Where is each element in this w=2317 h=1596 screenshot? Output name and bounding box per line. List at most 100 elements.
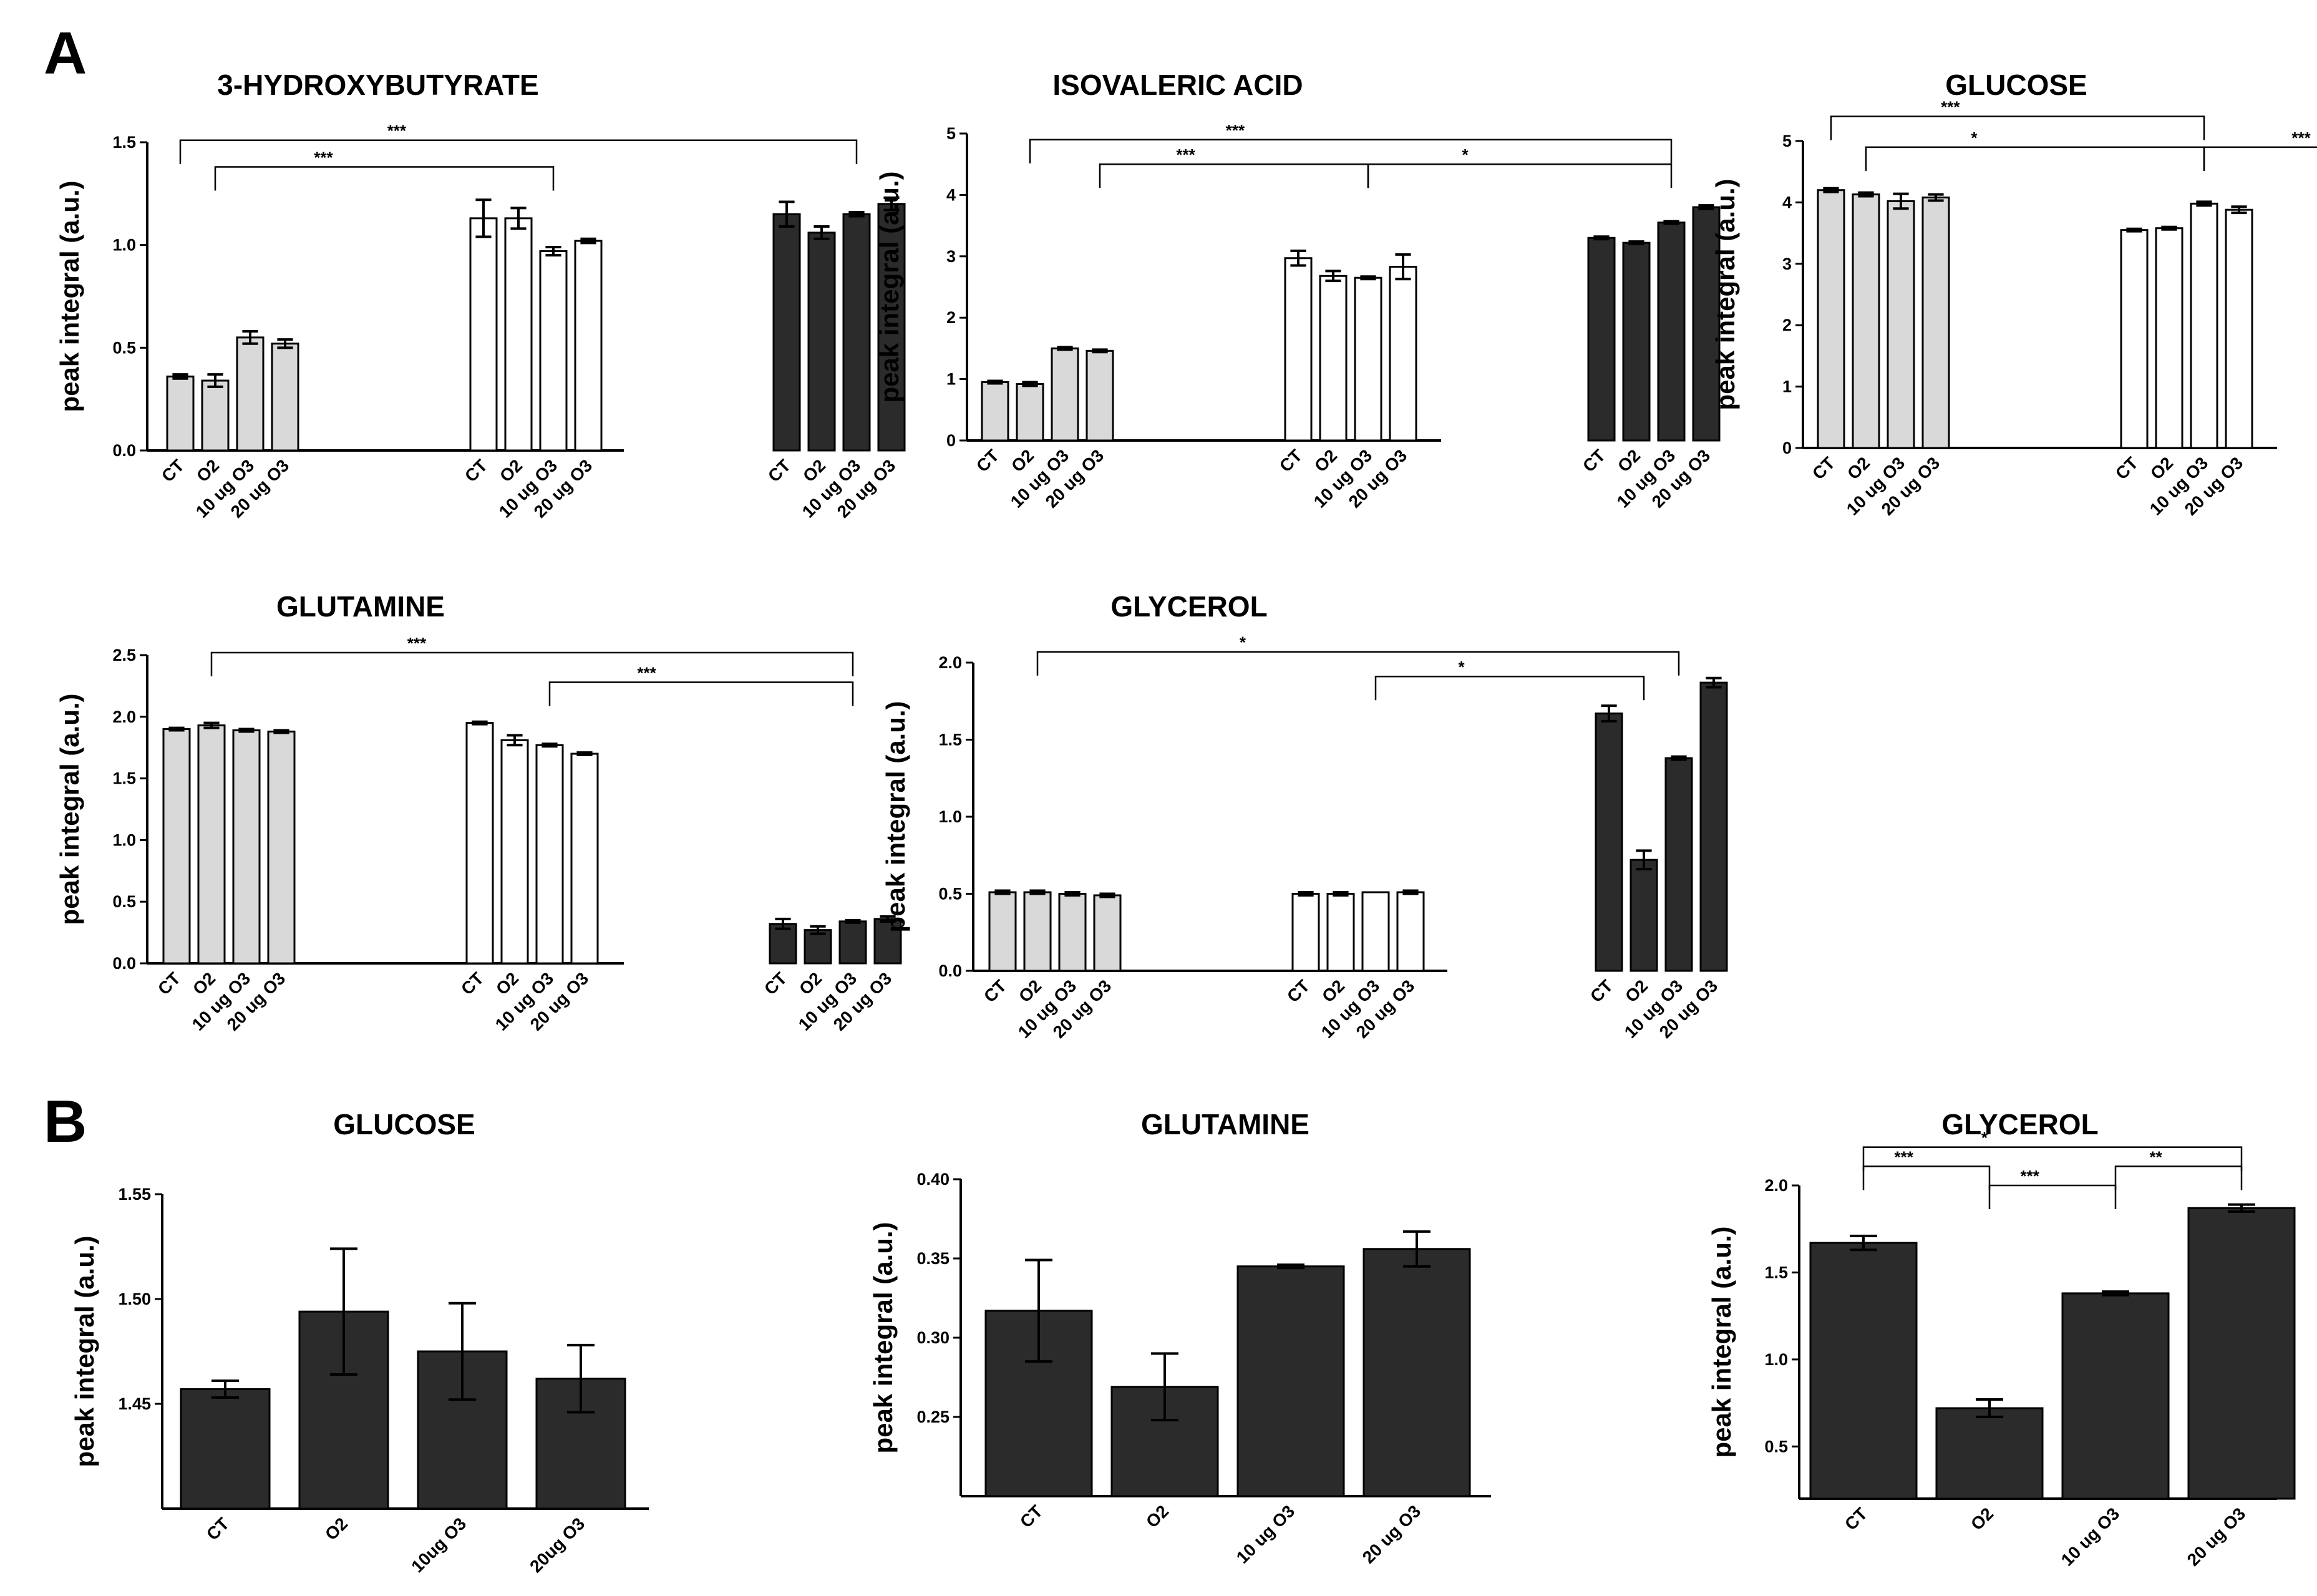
y-tick-label: 1.0 <box>112 830 136 849</box>
bar-10-ug-o3 <box>1236 1265 1345 1497</box>
y-axis-label: peak integral (a.u.) <box>55 693 84 925</box>
y-tick-label: 5 <box>946 124 956 143</box>
bar-o2 <box>804 929 832 965</box>
significance-label: *** <box>314 148 333 167</box>
y-axis-label: peak integral (a.u.) <box>1707 1226 1736 1457</box>
bar-ct <box>1291 893 1320 972</box>
bar-10-ug-o3 <box>1887 200 1915 449</box>
y-tick-label: 0.40 <box>916 1170 950 1189</box>
bar-10-ug-o3 <box>842 213 871 452</box>
bar-20-ug-o3 <box>1363 1248 1471 1497</box>
bar-20-ug-o3 <box>1389 266 1417 442</box>
y-tick-label: 4 <box>1782 193 1792 212</box>
bar-10-ug-o3 <box>236 336 265 452</box>
panel-letter-b: B <box>44 1088 87 1155</box>
y-axis-label: peak integral (a.u.) <box>1711 178 1740 410</box>
significance-label: *** <box>387 122 407 140</box>
significance-bracket <box>2114 1165 2243 1190</box>
bar-20-ug-o3 <box>2225 208 2253 449</box>
significance-bracket <box>1036 651 1680 676</box>
chart-b-glucose: GLUCOSE peak integral (a.u.) 1.45 1.50 1.55 C… <box>70 1108 649 1576</box>
chart-title: GLUCOSE <box>333 1108 475 1141</box>
y-tick-label: 0.5 <box>1764 1437 1788 1456</box>
significance-label: *** <box>637 663 656 682</box>
x-tick-label: CT <box>1283 976 1313 1006</box>
chart-a-isovaleric: ISOVALERIC ACID peak integral (a.u.) 0 1 2 3 4… <box>875 69 1721 512</box>
bar-ct <box>1284 257 1313 442</box>
significance-bracket <box>1830 115 2205 140</box>
significance-bracket <box>2203 146 2317 171</box>
significance-bracket <box>1099 163 1369 188</box>
x-tick-label: CT <box>461 455 491 485</box>
y-tick-label: 1.5 <box>1764 1263 1788 1282</box>
chart-title: GLYCEROL <box>1941 1108 2098 1141</box>
bar-ct <box>1587 236 1616 442</box>
significance-bracket <box>548 681 854 706</box>
significance-label: * <box>1981 1129 1988 1147</box>
y-tick-label: 2 <box>1782 316 1792 334</box>
y-tick-label: 0.25 <box>916 1408 950 1426</box>
bar-10-ug-o3 <box>1354 276 1382 442</box>
y-tick-label: 0.5 <box>112 338 136 357</box>
bar-ct <box>166 375 195 452</box>
panel-letter-a: A <box>44 20 87 87</box>
y-tick-label: 1 <box>1782 377 1792 396</box>
y-tick-label: 3 <box>1782 255 1792 273</box>
y-tick-label: 5 <box>1782 132 1792 150</box>
x-tick-label: O2 <box>1967 1504 1997 1534</box>
y-tick-label: 1.55 <box>118 1185 151 1204</box>
bar-o2 <box>1622 241 1651 442</box>
bar-ct <box>1595 713 1623 972</box>
bar-ct <box>981 381 1009 442</box>
bar-o2 <box>807 231 836 452</box>
y-tick-label: 0.0 <box>112 441 136 460</box>
x-tick-label: 10 ug O3 <box>1233 1501 1299 1567</box>
chart-title: GLUTAMINE <box>276 590 445 623</box>
significance-bracket <box>1862 1146 2243 1171</box>
significance-label: *** <box>2291 129 2311 147</box>
y-tick-label: 0.0 <box>112 954 136 973</box>
y-tick-label: 2.0 <box>1764 1176 1788 1195</box>
chart-b-glycerol: GLYCEROL peak integral (a.u.) 0.5 1.0 1.5 2.0… <box>1707 1108 2296 1570</box>
significance-label: * <box>1459 658 1465 676</box>
x-tick-label: 20ug O3 <box>526 1514 588 1576</box>
y-tick-label: 0.0 <box>938 961 962 980</box>
bar-10-ug-o3 <box>232 729 261 965</box>
x-tick-label: CT <box>1841 1504 1871 1534</box>
y-tick-label: 0.5 <box>112 892 136 911</box>
x-tick-label: CT <box>1809 453 1839 483</box>
y-tick-label: 1.0 <box>112 236 136 255</box>
bar-20-ug-o3 <box>570 752 599 965</box>
x-tick-label: CT <box>158 455 188 485</box>
y-axis-label: peak integral (a.u.) <box>55 180 84 412</box>
bar-10-ug-o3 <box>539 250 568 452</box>
x-tick-label: CT <box>2112 453 2142 483</box>
significance-label: * <box>1462 145 1469 164</box>
y-tick-label: 1.50 <box>118 1290 151 1308</box>
bar-ct <box>465 722 494 965</box>
significance-label: *** <box>1894 1147 1913 1166</box>
y-tick-label: 0.5 <box>938 885 962 903</box>
y-tick-label: 3 <box>946 247 956 266</box>
x-tick-label: CT <box>764 455 794 485</box>
bar-ct <box>180 1388 271 1510</box>
bar-20-ug-o3 <box>1396 891 1425 972</box>
bar-o2 <box>201 379 230 452</box>
y-tick-label: 1.0 <box>1764 1350 1788 1369</box>
y-tick-label: 0.30 <box>916 1328 950 1347</box>
significance-label: *** <box>1176 145 1195 164</box>
y-tick-label: 0.35 <box>916 1249 950 1268</box>
x-tick-label: O2 <box>321 1514 351 1544</box>
bar-o2 <box>1852 193 1880 449</box>
bar-10-ug-o3 <box>2190 202 2218 449</box>
significance-label: * <box>1240 633 1246 652</box>
y-tick-label: 1.45 <box>118 1394 151 1413</box>
y-axis-label: peak integral (a.u.) <box>881 701 910 932</box>
significance-bracket <box>1862 1165 1991 1190</box>
y-tick-label: 1 <box>946 370 956 389</box>
y-axis-label: peak integral (a.u.) <box>70 1235 99 1467</box>
bar-20-ug-o3 <box>2187 1207 2296 1500</box>
chart-a-hydroxybutyrate: 3-HYDROXYBUTYRATE peak integral (a.u.) 0.0… <box>55 69 906 522</box>
bar-10-ug-o3 <box>535 744 564 965</box>
